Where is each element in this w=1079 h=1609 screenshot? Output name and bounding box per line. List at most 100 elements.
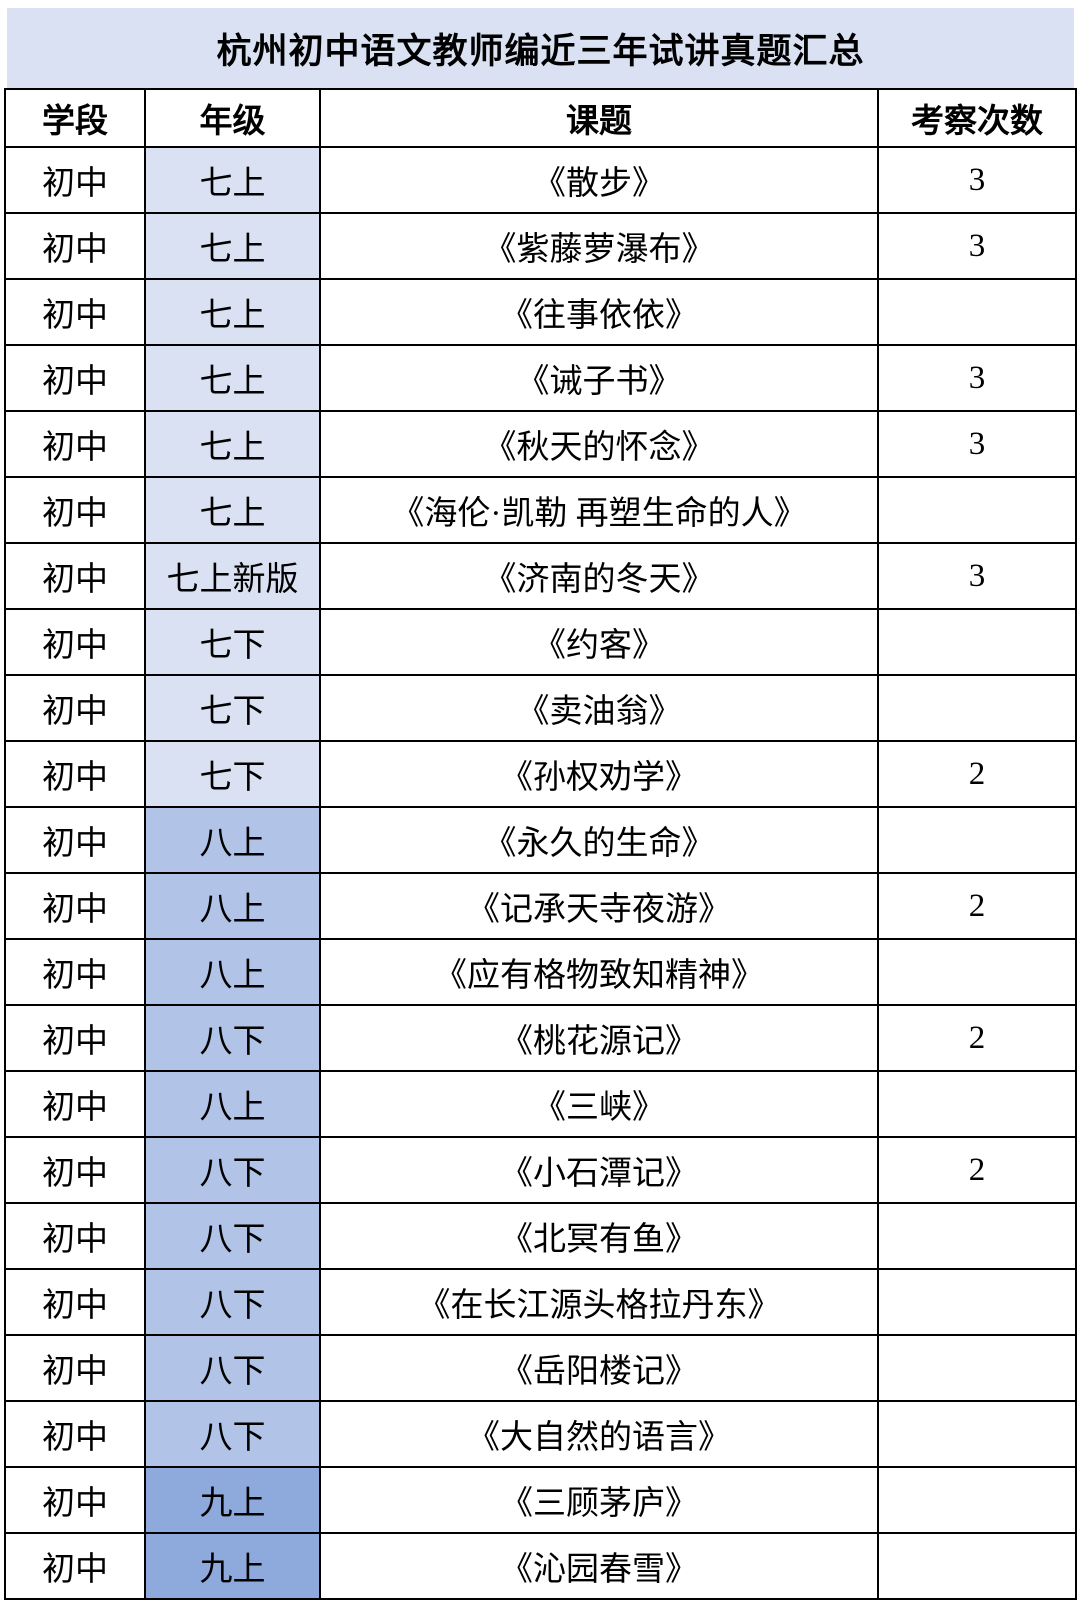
topic-cell: 《济南的冬天》 — [319, 542, 879, 610]
table-row: 初中 八下 《小石潭记》 2 — [4, 1136, 1077, 1204]
exam-count-cell: 3 — [877, 542, 1077, 610]
topic-cell: 《小石潭记》 — [319, 1136, 879, 1204]
stage-cell: 初中 — [4, 212, 146, 280]
stage-cell: 初中 — [4, 1400, 146, 1468]
table-row: 初中 七上 《散步》 3 — [4, 146, 1077, 214]
grade-cell: 七下 — [144, 608, 321, 676]
stage-cell: 初中 — [4, 1466, 146, 1534]
topic-cell: 《散步》 — [319, 146, 879, 214]
topic-cell: 《海伦·凯勒 再塑生命的人》 — [319, 476, 879, 544]
exam-count-cell — [877, 1070, 1077, 1138]
stage-cell: 初中 — [4, 674, 146, 742]
topic-cell: 《紫藤萝瀑布》 — [319, 212, 879, 280]
stage-cell: 初中 — [4, 1268, 146, 1336]
table-row: 初中 七上 《往事依依》 — [4, 278, 1077, 346]
table-row: 初中 八上 《永久的生命》 — [4, 806, 1077, 874]
grade-cell: 九上 — [144, 1466, 321, 1534]
topic-cell: 《沁园春雪》 — [319, 1532, 879, 1600]
grade-cell: 八下 — [144, 1136, 321, 1204]
topic-cell: 《岳阳楼记》 — [319, 1334, 879, 1402]
stage-cell: 初中 — [4, 410, 146, 478]
topic-cell: 《记承天寺夜游》 — [319, 872, 879, 940]
table-row: 初中 八上 《记承天寺夜游》 2 — [4, 872, 1077, 940]
table-row: 初中 八下 《在长江源头格拉丹东》 — [4, 1268, 1077, 1336]
exam-count-cell — [877, 1268, 1077, 1336]
table-row: 初中 七上 《秋天的怀念》 3 — [4, 410, 1077, 478]
exam-count-cell — [877, 938, 1077, 1006]
header-exam-count: 考察次数 — [877, 88, 1077, 148]
table-row: 初中 七上 《海伦·凯勒 再塑生命的人》 — [4, 476, 1077, 544]
topic-cell: 《三峡》 — [319, 1070, 879, 1138]
header-topic: 课题 — [319, 88, 879, 148]
header-row: 学段 年级 课题 考察次数 — [4, 88, 1077, 148]
topic-cell: 《三顾茅庐》 — [319, 1466, 879, 1534]
stage-cell: 初中 — [4, 872, 146, 940]
table-row: 初中 八下 《北冥有鱼》 — [4, 1202, 1077, 1270]
topic-cell: 《桃花源记》 — [319, 1004, 879, 1072]
grade-cell: 七上 — [144, 476, 321, 544]
grade-cell: 八下 — [144, 1202, 321, 1270]
exam-count-cell: 2 — [877, 1004, 1077, 1072]
stage-cell: 初中 — [4, 278, 146, 346]
table-row: 初中 七上新版 《济南的冬天》 3 — [4, 542, 1077, 610]
table-row: 初中 七上 《诫子书》 3 — [4, 344, 1077, 412]
topic-cell: 《在长江源头格拉丹东》 — [319, 1268, 879, 1336]
grade-cell: 七下 — [144, 674, 321, 742]
exam-count-cell: 3 — [877, 410, 1077, 478]
topic-cell: 《大自然的语言》 — [319, 1400, 879, 1468]
exam-count-cell: 3 — [877, 212, 1077, 280]
stage-cell: 初中 — [4, 1136, 146, 1204]
exam-count-cell: 2 — [877, 740, 1077, 808]
exam-count-cell — [877, 278, 1077, 346]
grade-cell: 八上 — [144, 938, 321, 1006]
stage-cell: 初中 — [4, 608, 146, 676]
stage-cell: 初中 — [4, 806, 146, 874]
exam-count-cell — [877, 1202, 1077, 1270]
topic-cell: 《卖油翁》 — [319, 674, 879, 742]
table-row: 初中 七下 《卖油翁》 — [4, 674, 1077, 742]
table-row: 初中 九上 《三顾茅庐》 — [4, 1466, 1077, 1534]
exam-count-cell — [877, 1400, 1077, 1468]
exam-count-cell: 2 — [877, 872, 1077, 940]
grade-cell: 八下 — [144, 1400, 321, 1468]
table-row: 初中 九上 《沁园春雪》 — [4, 1532, 1077, 1600]
topic-cell: 《孙权劝学》 — [319, 740, 879, 808]
table-row: 初中 八上 《三峡》 — [4, 1070, 1077, 1138]
grade-cell: 七上 — [144, 146, 321, 214]
header-stage: 学段 — [4, 88, 146, 148]
stage-cell: 初中 — [4, 542, 146, 610]
grade-cell: 八下 — [144, 1004, 321, 1072]
stage-cell: 初中 — [4, 740, 146, 808]
grade-cell: 八上 — [144, 806, 321, 874]
topic-cell: 《应有格物致知精神》 — [319, 938, 879, 1006]
grade-cell: 七上 — [144, 278, 321, 346]
grade-cell: 七上 — [144, 344, 321, 412]
stage-cell: 初中 — [4, 1004, 146, 1072]
stage-cell: 初中 — [4, 344, 146, 412]
table-title: 杭州初中语文教师编近三年试讲真题汇总 — [216, 31, 865, 71]
exam-topics-table: 学段 年级 课题 考察次数 初中 七上 《散步》 3 初中 七上 《紫藤萝瀑布》 3 初中 七上《… — [4, 88, 1077, 1600]
stage-cell: 初中 — [4, 938, 146, 1006]
exam-count-cell — [877, 608, 1077, 676]
grade-cell: 八上 — [144, 872, 321, 940]
stage-cell: 初中 — [4, 1334, 146, 1402]
header-grade: 年级 — [144, 88, 321, 148]
exam-count-cell — [877, 1532, 1077, 1600]
table-row: 初中 八下 《大自然的语言》 — [4, 1400, 1077, 1468]
grade-cell: 七上新版 — [144, 542, 321, 610]
exam-count-cell — [877, 806, 1077, 874]
topic-cell: 《往事依依》 — [319, 278, 879, 346]
table-row: 初中 八下 《桃花源记》 2 — [4, 1004, 1077, 1072]
exam-count-cell — [877, 1334, 1077, 1402]
exam-count-cell: 3 — [877, 344, 1077, 412]
topic-cell: 《约客》 — [319, 608, 879, 676]
grade-cell: 八下 — [144, 1268, 321, 1336]
exam-count-cell — [877, 1466, 1077, 1534]
grade-cell: 七上 — [144, 410, 321, 478]
stage-cell: 初中 — [4, 146, 146, 214]
exam-count-cell — [877, 674, 1077, 742]
stage-cell: 初中 — [4, 476, 146, 544]
topic-cell: 《诫子书》 — [319, 344, 879, 412]
table-row: 初中 八下 《岳阳楼记》 — [4, 1334, 1077, 1402]
